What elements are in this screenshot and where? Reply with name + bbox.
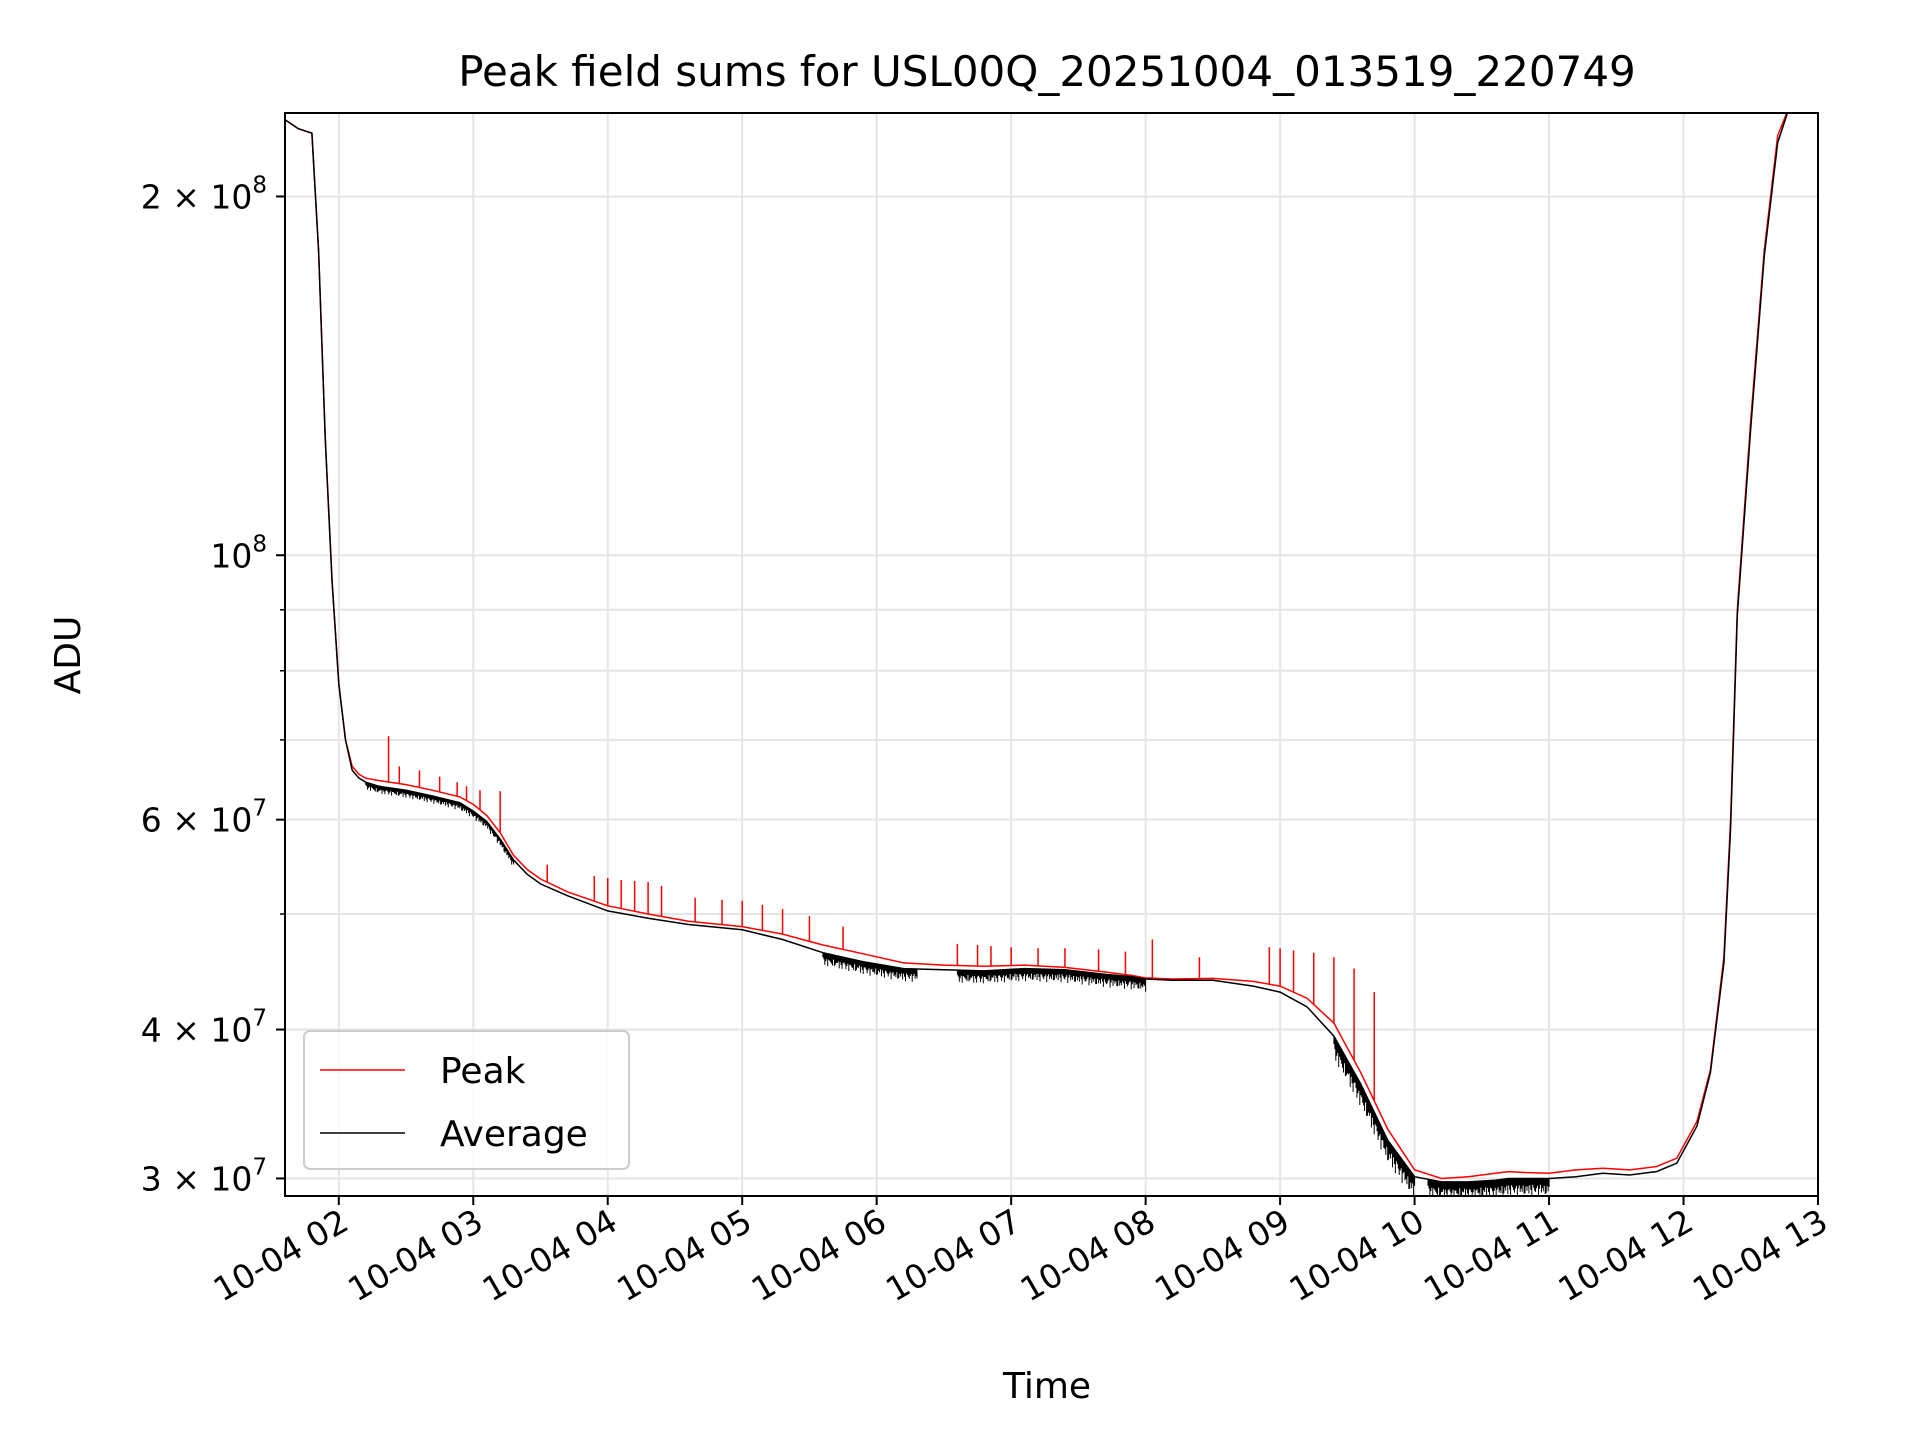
y-tick-label: 108	[210, 531, 267, 575]
average-noise	[822, 952, 918, 982]
average-noise	[365, 782, 515, 865]
legend-box	[303, 1030, 630, 1170]
y-tick-label: 3 × 107	[141, 1154, 267, 1198]
y-tick-mantissa: 4 × 10	[141, 1011, 253, 1050]
y-tick-label: 6 × 107	[141, 796, 267, 840]
y-tick-exponent: 7	[252, 796, 267, 822]
legend: Peak Average	[303, 1030, 630, 1170]
legend-peak-label: Peak	[440, 1051, 526, 1092]
average-noise	[1427, 1178, 1550, 1196]
series-layer	[285, 113, 1789, 1196]
peak-series-line	[285, 113, 1788, 1180]
average-noise	[956, 968, 1147, 992]
chart-title: Peak field sums for USL00Q_20251004_0135…	[458, 47, 1636, 96]
y-axis-label: ADU	[48, 616, 89, 695]
y-tick-exponent: 7	[252, 1154, 267, 1180]
y-tick-label: 2 × 108	[141, 172, 267, 216]
legend-average-label: Average	[440, 1114, 588, 1155]
y-tick-mantissa: 10	[210, 536, 252, 575]
y-tick-label: 4 × 107	[141, 1006, 267, 1050]
y-tick-exponent: 7	[252, 1006, 267, 1032]
x-axis-label: Time	[1002, 1366, 1091, 1407]
y-tick-mantissa: 3 × 10	[141, 1159, 253, 1198]
average-noise	[1333, 1036, 1416, 1196]
axes-frame	[284, 112, 1819, 1197]
y-tick-mantissa: 2 × 10	[141, 177, 253, 216]
y-tick-exponent: 8	[252, 531, 267, 557]
y-tick-mantissa: 6 × 10	[141, 801, 253, 840]
grid	[285, 113, 1818, 1196]
y-tick-exponent: 8	[252, 172, 267, 198]
